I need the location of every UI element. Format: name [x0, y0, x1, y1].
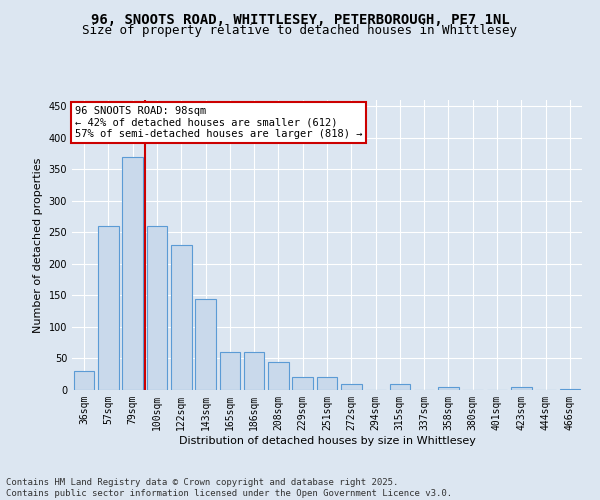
- Bar: [389, 384, 410, 390]
- Y-axis label: Number of detached properties: Number of detached properties: [33, 158, 43, 332]
- X-axis label: Distribution of detached houses by size in Whittlesey: Distribution of detached houses by size …: [179, 436, 475, 446]
- Text: 96, SNOOTS ROAD, WHITTLESEY, PETERBOROUGH, PE7 1NL: 96, SNOOTS ROAD, WHITTLESEY, PETERBOROUG…: [91, 12, 509, 26]
- Bar: [146, 226, 167, 390]
- Bar: [98, 226, 119, 390]
- Bar: [292, 378, 313, 390]
- Bar: [195, 298, 216, 390]
- Bar: [220, 352, 240, 390]
- Bar: [244, 352, 265, 390]
- Text: 96 SNOOTS ROAD: 98sqm
← 42% of detached houses are smaller (612)
57% of semi-det: 96 SNOOTS ROAD: 98sqm ← 42% of detached …: [74, 106, 362, 139]
- Bar: [560, 388, 580, 390]
- Bar: [341, 384, 362, 390]
- Text: Size of property relative to detached houses in Whittlesey: Size of property relative to detached ho…: [83, 24, 517, 37]
- Bar: [74, 371, 94, 390]
- Bar: [511, 387, 532, 390]
- Bar: [122, 156, 143, 390]
- Bar: [171, 245, 191, 390]
- Bar: [438, 387, 459, 390]
- Bar: [317, 378, 337, 390]
- Bar: [268, 362, 289, 390]
- Text: Contains HM Land Registry data © Crown copyright and database right 2025.
Contai: Contains HM Land Registry data © Crown c…: [6, 478, 452, 498]
